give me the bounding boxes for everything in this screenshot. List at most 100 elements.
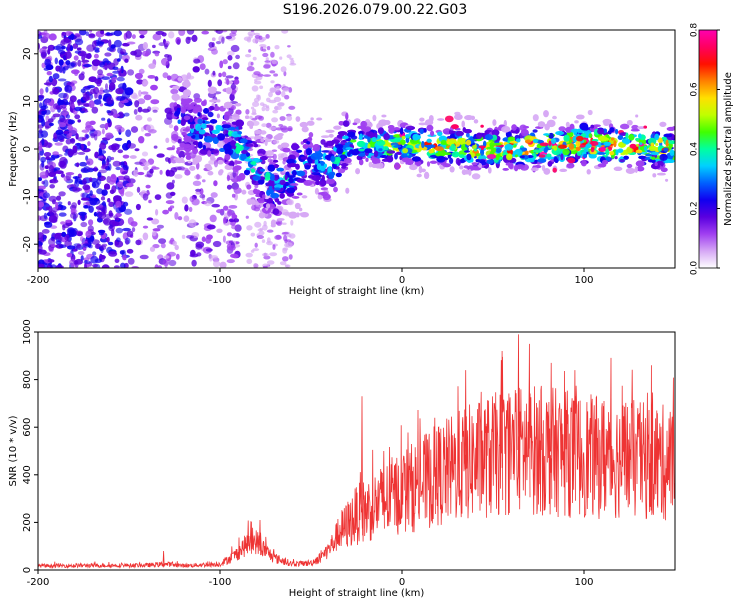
spectrogram-cell [210, 119, 218, 124]
spectrogram-cell [222, 235, 226, 243]
spectrogram-cell [562, 148, 570, 156]
spectrogram-cell [180, 167, 189, 171]
spectrogram-cell [270, 224, 276, 228]
spectrogram-cell [601, 159, 609, 165]
spectrogram-cell [172, 240, 177, 247]
spectrogram-cell [152, 44, 156, 49]
spectrogram-cell [90, 234, 95, 243]
spectrogram-cell [49, 184, 55, 189]
spectrogram-cell [93, 166, 98, 172]
spectrogram-cell [106, 72, 114, 77]
spectrogram-cell [232, 170, 236, 178]
spectrogram-cell [201, 236, 206, 242]
spectrogram-cell [111, 221, 120, 227]
spectrogram-cell [440, 139, 447, 146]
y-tick-label: 800 [22, 370, 33, 389]
spectrogram-cell [211, 37, 216, 41]
spectrogram-cell [429, 160, 438, 164]
spectrogram-cell [72, 186, 81, 193]
x-tick-label: -100 [209, 577, 232, 588]
spectrogram-cell [83, 257, 90, 262]
spectrogram-cell [104, 62, 108, 71]
spectrogram-cell [360, 120, 368, 128]
spectrogram-cell [192, 66, 200, 73]
spectrogram-cell [557, 144, 567, 149]
spectrogram-cell [174, 174, 183, 179]
spectrogram-cell [178, 150, 186, 159]
spectrogram-cell [49, 178, 59, 184]
spectrogram-cell [635, 160, 645, 167]
spectrogram-cell [55, 65, 61, 72]
spectrogram-cell [165, 200, 175, 205]
spectrogram-cell [123, 201, 129, 207]
spectrogram-cell [38, 201, 45, 208]
spectrogram-cell [262, 194, 266, 199]
spectrogram-blobs [38, 30, 675, 268]
spectrogram-cell [502, 168, 509, 171]
spectrogram-cell [180, 106, 187, 114]
spectrogram-cell [222, 121, 227, 125]
spectrogram-cell [140, 126, 145, 132]
spectrogram-cell [241, 150, 248, 154]
spectrogram-cell [253, 263, 259, 268]
spectrogram-cell [144, 161, 150, 167]
spectrogram-cell [207, 150, 212, 157]
spectrogram-cell [87, 85, 95, 89]
spectrogram-cell [492, 142, 502, 146]
spectrogram-cell [67, 201, 71, 206]
spectrogram-cell [150, 99, 160, 105]
spectrogram-cell [613, 166, 623, 171]
colorbar-tick-label: 0.4 [690, 142, 700, 157]
spectrogram-cell [652, 173, 657, 178]
spectrogram-cell [513, 164, 519, 172]
spectrogram-cell [174, 244, 179, 251]
spectrogram-cell [281, 222, 287, 225]
spectrogram-cell [272, 153, 277, 160]
spectrogram-cell [41, 118, 45, 127]
spectrogram-cell [217, 133, 226, 141]
spectrogram-cell [285, 264, 291, 268]
spectrogram-cell [64, 51, 72, 59]
spectrogram-cell [180, 157, 184, 162]
spectrogram-cell [79, 161, 88, 167]
spectrogram-cell [203, 136, 214, 143]
spectrogram-cell [505, 131, 512, 138]
spectrogram-cell [68, 229, 77, 238]
spectrogram-cell [426, 161, 431, 167]
spectrogram-cell [109, 82, 116, 91]
spectrogram-cell [88, 219, 94, 226]
spectrogram-cell [168, 259, 177, 267]
spectrogram-cell [288, 162, 297, 168]
spectrogram-cell [115, 207, 123, 214]
spectrogram-cell [135, 114, 143, 121]
spectrogram-cell [519, 155, 525, 159]
spectrogram-cell [55, 201, 59, 210]
spectrogram-cell [70, 138, 76, 144]
spectrogram-cell [663, 133, 673, 138]
spectrogram-cell [610, 137, 615, 141]
spectrogram-cell [180, 119, 186, 126]
y-tick-label: -20 [22, 236, 33, 252]
spectrogram-cell [122, 154, 130, 159]
spectrogram-cell [437, 118, 445, 121]
spectrogram-cell [229, 93, 235, 101]
spectrogram-cell [230, 30, 238, 34]
snr-frame [37, 331, 676, 571]
spectrogram-cell [287, 45, 291, 48]
spectrogram-cell [261, 239, 266, 244]
spectrogram-cell [116, 76, 125, 82]
spectrogram-cell [396, 151, 403, 155]
spectrogram-cell [106, 110, 111, 114]
spectrogram-cell [459, 165, 464, 170]
spectrogram-cell [189, 124, 194, 129]
spectrogram-cell [365, 157, 369, 162]
spectrogram-cell [294, 152, 300, 158]
spectrogram-cell [451, 124, 459, 130]
spectrogram-cell [279, 261, 287, 266]
spectrogram-cell [581, 159, 587, 167]
spectrogram-cell [260, 46, 264, 52]
spectrogram-cell [96, 80, 102, 87]
spectrogram-cell [333, 125, 342, 130]
spectrogram-cell [121, 171, 128, 175]
